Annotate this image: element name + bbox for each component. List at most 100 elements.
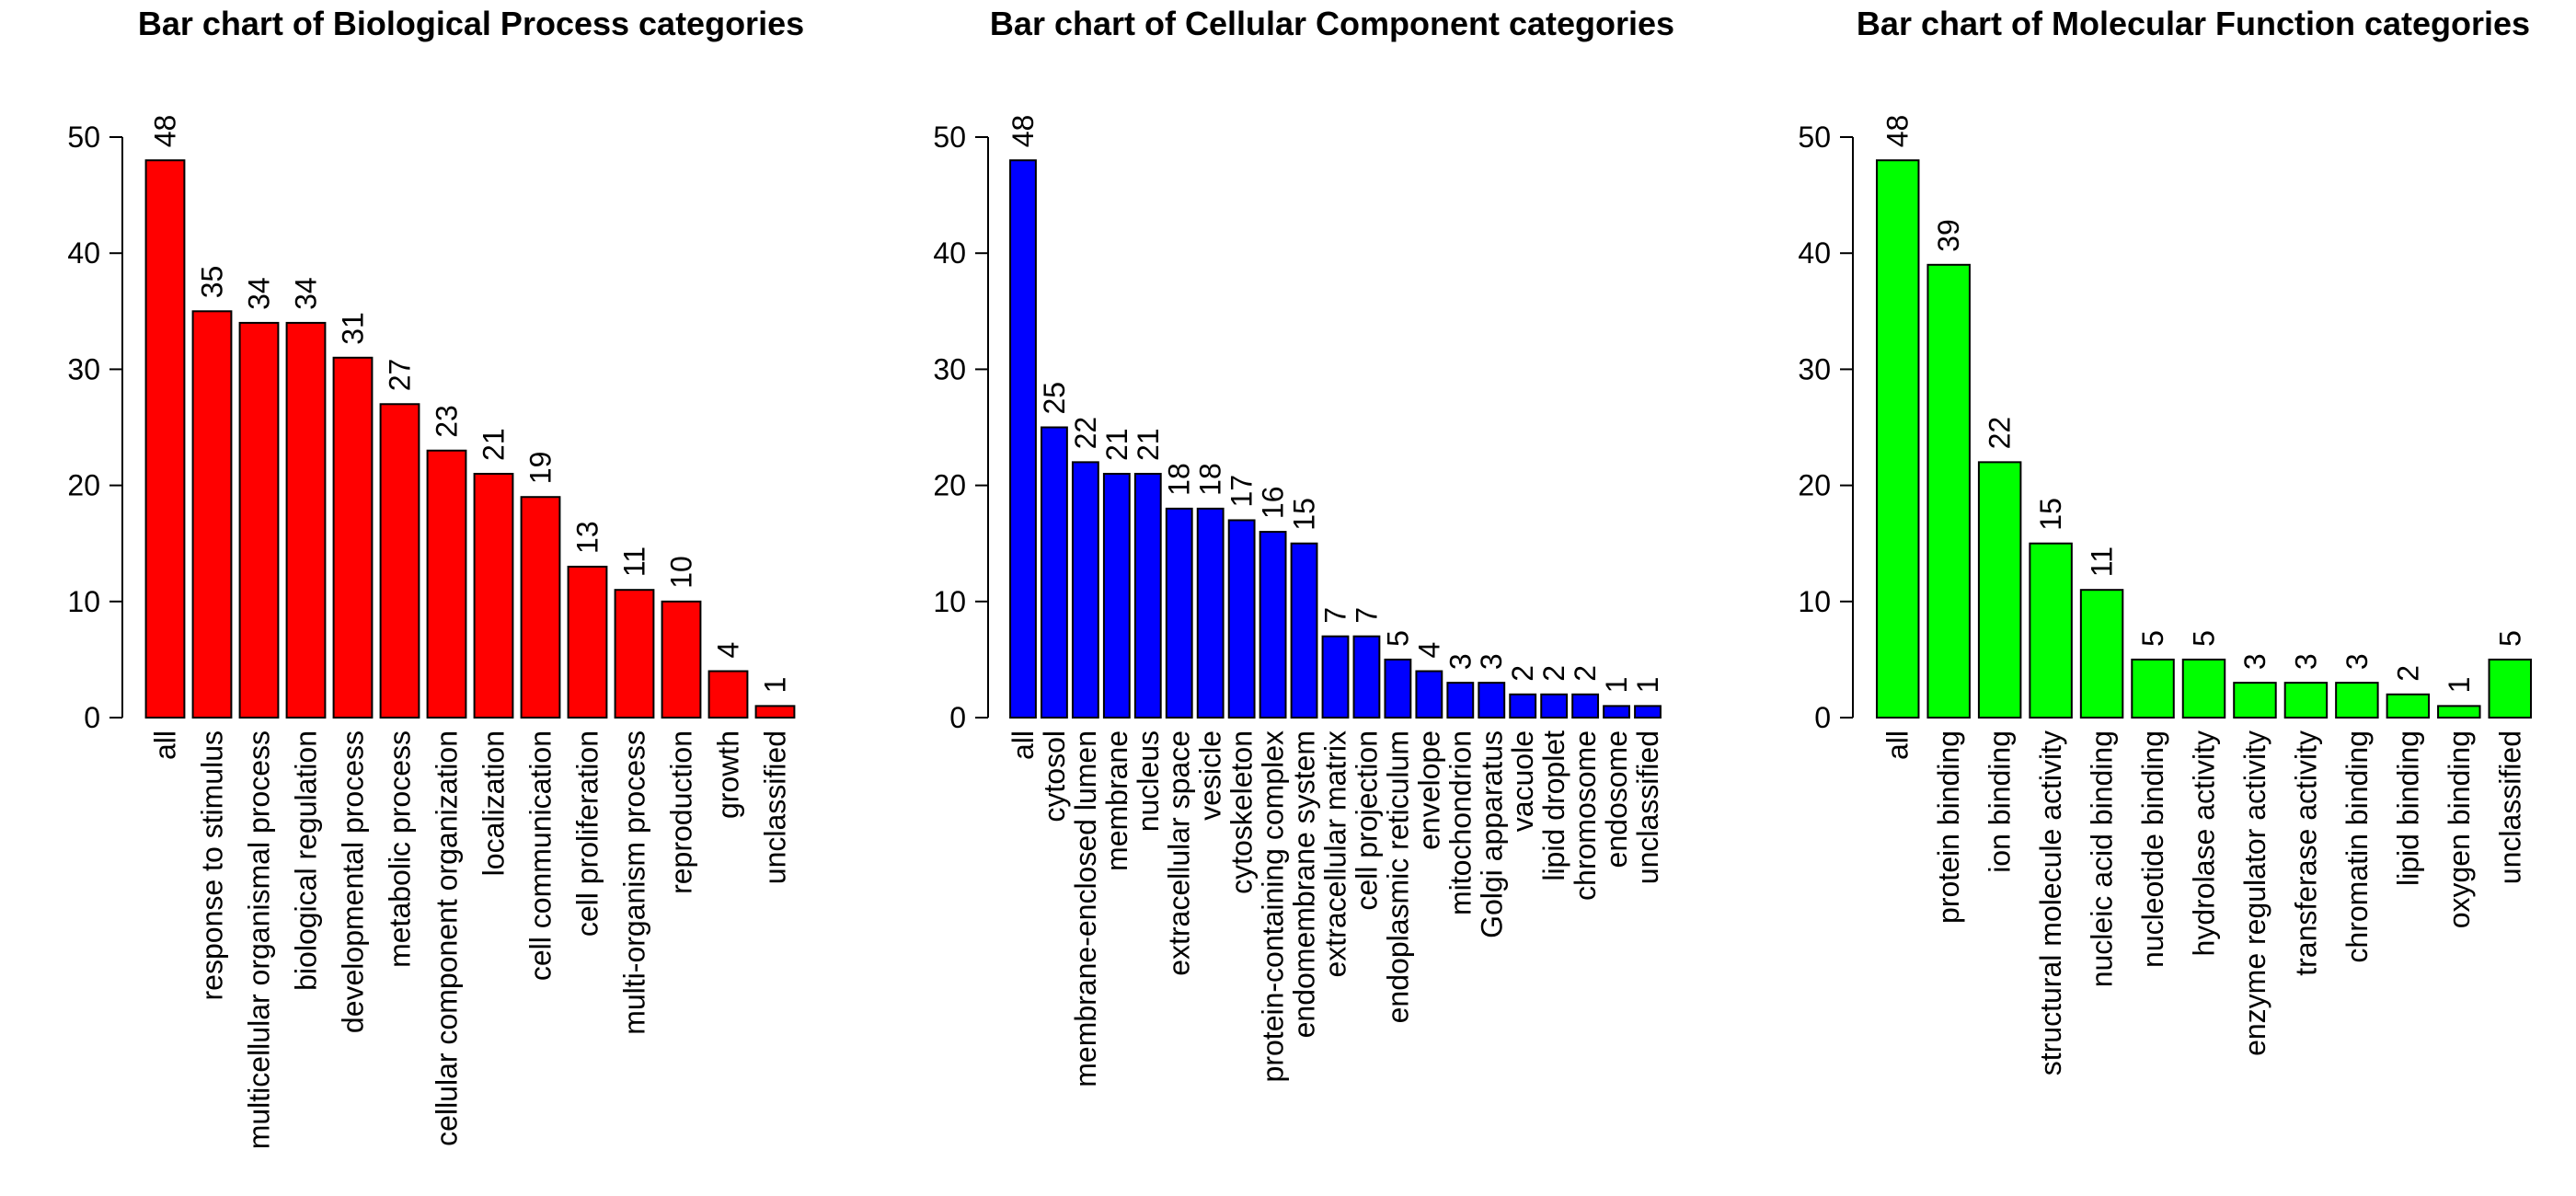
y-tick-label: 40: [1798, 236, 1831, 270]
y-tick-label: 50: [1798, 121, 1831, 154]
bar: [2283, 682, 2329, 719]
bar: [2079, 589, 2124, 719]
category-label: unclassified: [2493, 730, 2526, 884]
data-label: 3: [2238, 653, 2271, 670]
y-tick-label: 20: [933, 469, 966, 502]
category-label: localization: [477, 730, 511, 876]
y-tick-label: 10: [1798, 585, 1831, 618]
data-label: 11: [618, 546, 651, 577]
bar: [2181, 658, 2226, 719]
bar: [2029, 542, 2073, 719]
data-label: 25: [1038, 382, 1071, 415]
data-label: 18: [1194, 463, 1227, 496]
data-label: 10: [665, 556, 698, 589]
data-label: 5: [1381, 630, 1414, 647]
category-label: reproduction: [665, 730, 698, 894]
category-label: protein-containing complex: [1257, 730, 1290, 1082]
data-label: 3: [1443, 653, 1477, 670]
bar: [1384, 658, 1412, 719]
category-label: developmental process: [337, 730, 370, 1033]
data-label: 2: [1506, 665, 1539, 682]
bar: [379, 403, 420, 719]
category-label: lipid droplet: [1537, 730, 1570, 881]
category-label: cell projection: [1350, 730, 1383, 911]
bar: [1571, 693, 1600, 719]
category-label: cellular component organization: [431, 730, 464, 1146]
bar: [1133, 472, 1162, 719]
biological-process-chart: Bar chart of Biological Process categori…: [67, 5, 804, 1149]
category-label: nucleotide binding: [2136, 730, 2169, 968]
data-label: 5: [2188, 630, 2221, 647]
y-tick-label: 30: [933, 352, 966, 385]
data-label: 17: [1225, 475, 1259, 508]
data-label: 27: [384, 359, 417, 392]
y-tick-label: 30: [1798, 352, 1831, 385]
bar: [1321, 635, 1350, 719]
data-label: 2: [1537, 665, 1570, 682]
data-label: 13: [571, 521, 604, 554]
bar: [2437, 705, 2481, 719]
bar: [144, 159, 186, 719]
category-label: multicellular organismal process: [243, 730, 276, 1149]
data-label: 31: [337, 312, 370, 345]
cellular-component-chart: Bar chart of Cellular Component categori…: [933, 5, 1674, 1087]
category-label: nucleic acid binding: [2086, 730, 2119, 987]
bar: [1196, 507, 1225, 719]
bar: [1102, 472, 1131, 719]
data-label: 15: [1288, 498, 1321, 531]
category-label: vesicle: [1194, 730, 1227, 821]
bar: [1259, 531, 1287, 719]
bar: [2488, 658, 2533, 719]
data-label: 15: [2034, 498, 2067, 531]
data-label: 16: [1257, 486, 1290, 519]
y-tick-label: 20: [1798, 469, 1831, 502]
category-label: cell communication: [524, 730, 558, 981]
bar: [1290, 542, 1318, 719]
data-label: 5: [2493, 630, 2526, 647]
y-tick-label: 50: [933, 121, 966, 154]
category-label: all: [149, 730, 182, 760]
category-label: transferase activity: [2289, 730, 2322, 976]
category-label: unclassified: [759, 730, 792, 884]
bar: [1977, 461, 2022, 719]
category-label: endomembrane system: [1288, 730, 1321, 1038]
chart-title: Bar chart of Molecular Function categori…: [1857, 5, 2530, 42]
bar: [1478, 682, 1506, 719]
category-label: ion binding: [1984, 730, 2017, 873]
bar: [2335, 682, 2379, 719]
y-tick-label: 0: [949, 701, 966, 734]
bar: [1041, 426, 1068, 719]
y-tick-label: 40: [933, 236, 966, 270]
bar: [238, 321, 280, 719]
category-label: cytosol: [1038, 730, 1071, 822]
data-label: 35: [196, 266, 229, 299]
molecular-function-chart: Bar chart of Molecular Function categori…: [1798, 5, 2533, 1075]
bar: [285, 321, 327, 719]
data-label: 4: [1412, 642, 1445, 659]
category-label: all: [1881, 730, 1915, 760]
data-label: 7: [1350, 607, 1383, 624]
category-label: membrane: [1100, 730, 1133, 871]
category-label: oxygen binding: [2443, 730, 2476, 928]
category-label: structural molecule activity: [2034, 730, 2067, 1075]
bar: [661, 600, 702, 719]
bar: [2131, 658, 2175, 719]
data-label: 1: [1631, 677, 1664, 694]
data-label: 1: [2443, 677, 2476, 694]
data-label: 48: [1881, 115, 1915, 148]
bar: [614, 589, 655, 719]
bar: [1071, 461, 1099, 719]
y-tick-label: 20: [67, 469, 100, 502]
category-label: mitochondrion: [1443, 730, 1477, 915]
data-label: 22: [1984, 417, 2017, 450]
y-tick-label: 30: [67, 352, 100, 385]
bar: [1415, 670, 1443, 719]
data-label: 48: [1006, 115, 1040, 148]
data-label: 5: [2136, 630, 2169, 647]
category-label: chromatin binding: [2340, 730, 2374, 963]
y-tick-label: 50: [67, 121, 100, 154]
category-label: metabolic process: [384, 730, 417, 968]
data-label: 2: [1569, 665, 1602, 682]
category-label: membrane-enclosed lumen: [1069, 730, 1102, 1087]
